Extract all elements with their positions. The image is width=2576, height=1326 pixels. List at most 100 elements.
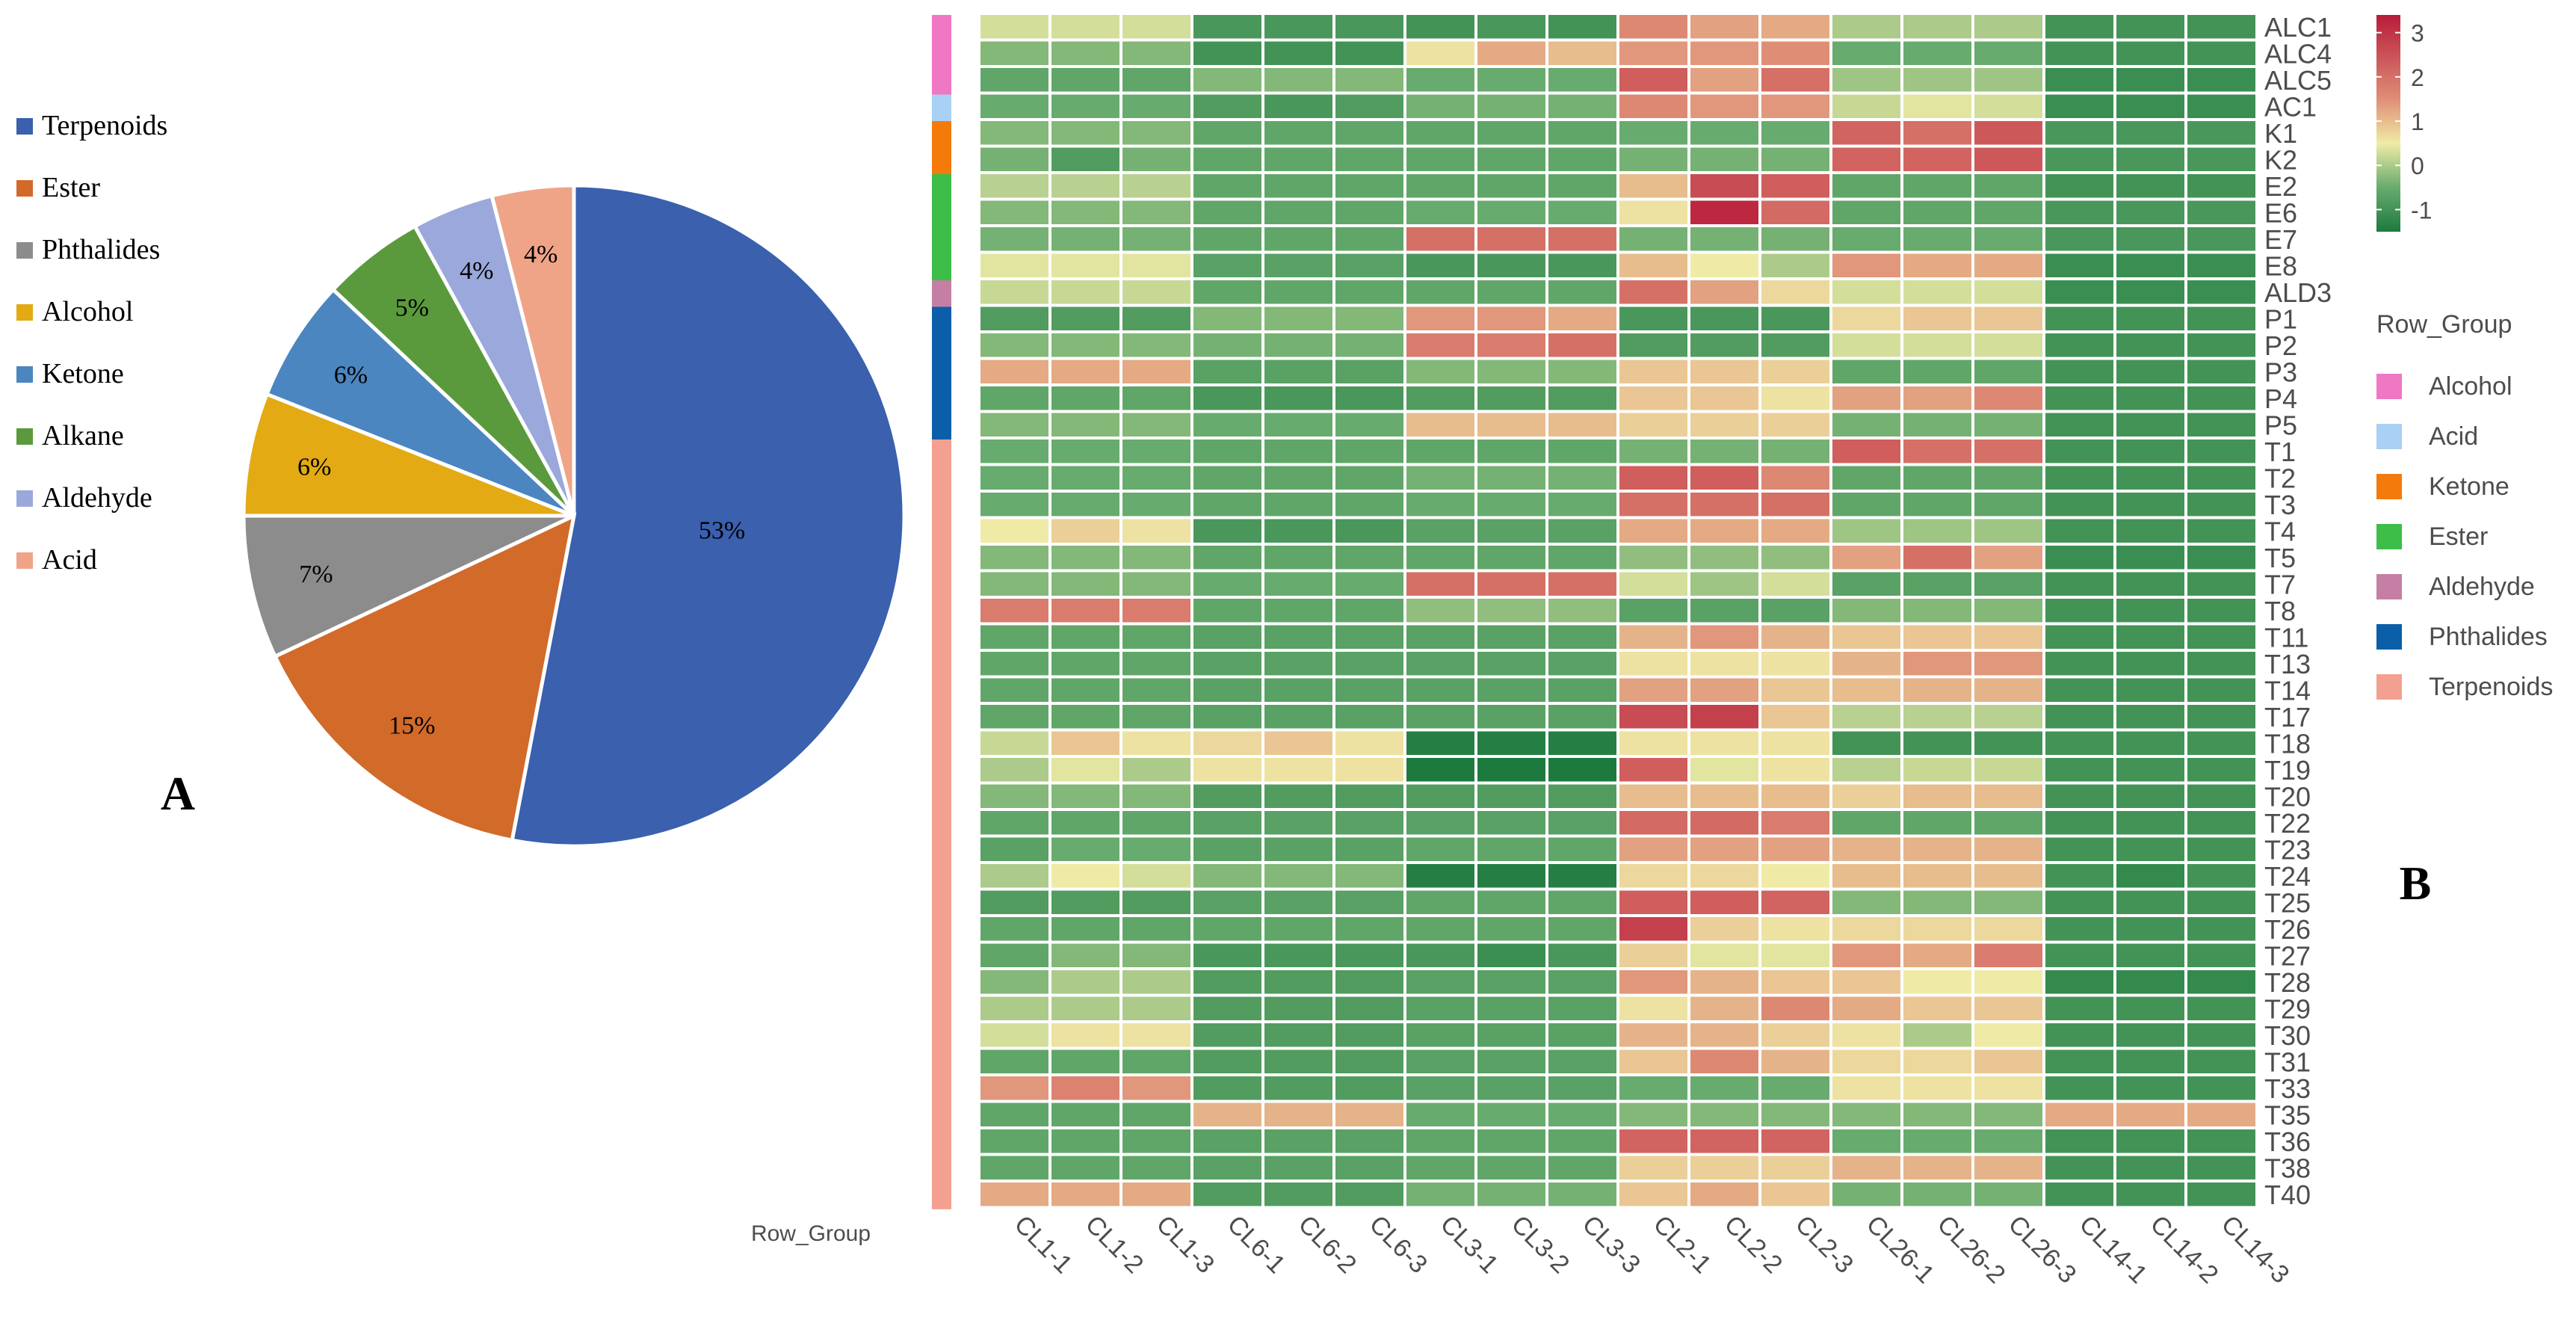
pie-slice-label-alcohol: 6% bbox=[297, 454, 331, 481]
heatmap-cell bbox=[1832, 41, 1900, 65]
row-group-legend-label: Alcohol bbox=[2429, 372, 2512, 401]
heatmap-cell bbox=[1335, 41, 1403, 65]
heatmap-cell bbox=[1051, 1129, 1119, 1153]
heatmap-cell bbox=[2116, 943, 2184, 967]
heatmap-cell bbox=[1406, 1156, 1474, 1179]
heatmap-cell bbox=[1619, 599, 1687, 623]
heatmap-cell bbox=[1619, 15, 1687, 39]
heatmap-cell bbox=[2187, 625, 2255, 649]
heatmap-cell bbox=[1406, 837, 1474, 861]
heatmap-cell bbox=[1335, 360, 1403, 383]
heatmap-cell bbox=[1690, 705, 1758, 729]
column-label: CL3-3 bbox=[1577, 1210, 1646, 1279]
heatmap-cell bbox=[1903, 174, 1971, 198]
heatmap-cell bbox=[1690, 306, 1758, 330]
heatmap-cell bbox=[1619, 864, 1687, 888]
heatmap-cell bbox=[1903, 996, 1971, 1020]
heatmap-cell bbox=[1548, 546, 1616, 570]
heatmap-cell bbox=[1974, 970, 2042, 994]
heatmap-cell bbox=[1122, 1182, 1190, 1206]
row-group-segment-aldehyde bbox=[932, 280, 951, 307]
heatmap-cell bbox=[2116, 652, 2184, 676]
heatmap-cell bbox=[1264, 1103, 1332, 1126]
heatmap-cell bbox=[2116, 546, 2184, 570]
heatmap-cell bbox=[2045, 1182, 2113, 1206]
heatmap-cell bbox=[1690, 227, 1758, 251]
heatmap-cell bbox=[1619, 68, 1687, 92]
heatmap-cell bbox=[1406, 996, 1474, 1020]
row-label: E8 bbox=[2264, 251, 2297, 282]
heatmap-cell bbox=[1051, 493, 1119, 516]
heatmap-cell bbox=[1690, 917, 1758, 941]
heatmap-cell bbox=[1406, 466, 1474, 490]
heatmap-cell bbox=[1903, 731, 1971, 755]
heatmap-cell bbox=[2045, 1049, 2113, 1073]
heatmap-cell bbox=[1193, 333, 1261, 357]
heatmap-cell bbox=[1335, 94, 1403, 118]
row-group-legend-swatch bbox=[2376, 574, 2402, 599]
heatmap-cell bbox=[980, 705, 1048, 729]
heatmap-cell bbox=[1903, 784, 1971, 808]
heatmap-cell bbox=[1335, 599, 1403, 623]
row-group-legend: Row_Group Alcohol Acid Ketone Ester Aldehyde… bbox=[2376, 310, 2553, 701]
heatmap-cell bbox=[1477, 41, 1545, 65]
heatmap-cell bbox=[2045, 731, 2113, 755]
row-group-segment-terpenoids bbox=[932, 1156, 951, 1183]
pie-slice-label-aldehyde: 4% bbox=[460, 257, 493, 285]
heatmap-cell bbox=[2187, 705, 2255, 729]
heatmap-cell bbox=[1832, 227, 1900, 251]
heatmap-cell bbox=[1051, 1103, 1119, 1126]
heatmap-cell bbox=[1051, 15, 1119, 39]
row-label: K1 bbox=[2264, 118, 2297, 149]
row-group-segment-terpenoids bbox=[932, 678, 951, 706]
heatmap-cell bbox=[1761, 678, 1829, 702]
heatmap-cell bbox=[1051, 280, 1119, 304]
heatmap-cell bbox=[1335, 678, 1403, 702]
heatmap-cell bbox=[1051, 68, 1119, 92]
heatmap-cell bbox=[1903, 1076, 1971, 1100]
heatmap-cell bbox=[1193, 758, 1261, 782]
heatmap-cell bbox=[1122, 1156, 1190, 1179]
heatmap-cell bbox=[2045, 943, 2113, 967]
heatmap-cell bbox=[1690, 174, 1758, 198]
heatmap-cell bbox=[1832, 599, 1900, 623]
row-group-legend-swatch bbox=[2376, 674, 2402, 700]
heatmap-cell bbox=[2187, 864, 2255, 888]
heatmap-cell bbox=[2045, 1076, 2113, 1100]
heatmap-cell bbox=[1335, 1156, 1403, 1179]
row-group-legend-item-acid: Acid bbox=[2376, 422, 2478, 451]
heatmap-cell bbox=[1974, 200, 2042, 224]
row-group-legend-item-ketone: Ketone bbox=[2376, 472, 2509, 501]
heatmap-cell bbox=[1051, 333, 1119, 357]
heatmap-cell bbox=[1974, 625, 2042, 649]
heatmap-cell bbox=[1903, 333, 1971, 357]
heatmap-cell bbox=[1264, 360, 1332, 383]
heatmap-cell bbox=[1619, 94, 1687, 118]
heatmap-cell bbox=[1406, 784, 1474, 808]
heatmap-cell bbox=[1193, 705, 1261, 729]
heatmap-cell bbox=[1051, 917, 1119, 941]
heatmap-cell bbox=[1477, 253, 1545, 277]
row-group-legend-label: Ester bbox=[2429, 522, 2488, 551]
heatmap-cell bbox=[1051, 758, 1119, 782]
heatmap-panel: ALC1ALC4ALC5AC1K1K2E2E6E7E8ALD3P1P2P3P4P… bbox=[751, 12, 2553, 1289]
heatmap-cell bbox=[1619, 625, 1687, 649]
heatmap-cell bbox=[1406, 1023, 1474, 1047]
panel-label-a: A bbox=[161, 767, 195, 820]
heatmap-cell bbox=[1690, 413, 1758, 437]
heatmap-cell bbox=[2187, 466, 2255, 490]
heatmap-cell bbox=[1832, 1076, 1900, 1100]
row-group-segment-ketone bbox=[932, 147, 951, 175]
heatmap-cell bbox=[1051, 1156, 1119, 1179]
heatmap-cell bbox=[1619, 360, 1687, 383]
heatmap-cell bbox=[2187, 1156, 2255, 1179]
pie-slice-ester bbox=[272, 512, 577, 843]
column-labels: CL1-1 CL1-2 CL1-3 CL6-1 CL6-2 CL6-3 CL3-1 CL3-2… bbox=[1009, 1210, 2295, 1289]
heatmap-cell bbox=[1122, 599, 1190, 623]
heatmap-cell bbox=[980, 121, 1048, 145]
heatmap-cell bbox=[1690, 572, 1758, 596]
heatmap-cell bbox=[2045, 200, 2113, 224]
row-label: K2 bbox=[2264, 145, 2297, 176]
heatmap-cell bbox=[2045, 466, 2113, 490]
heatmap-cell bbox=[980, 599, 1048, 623]
